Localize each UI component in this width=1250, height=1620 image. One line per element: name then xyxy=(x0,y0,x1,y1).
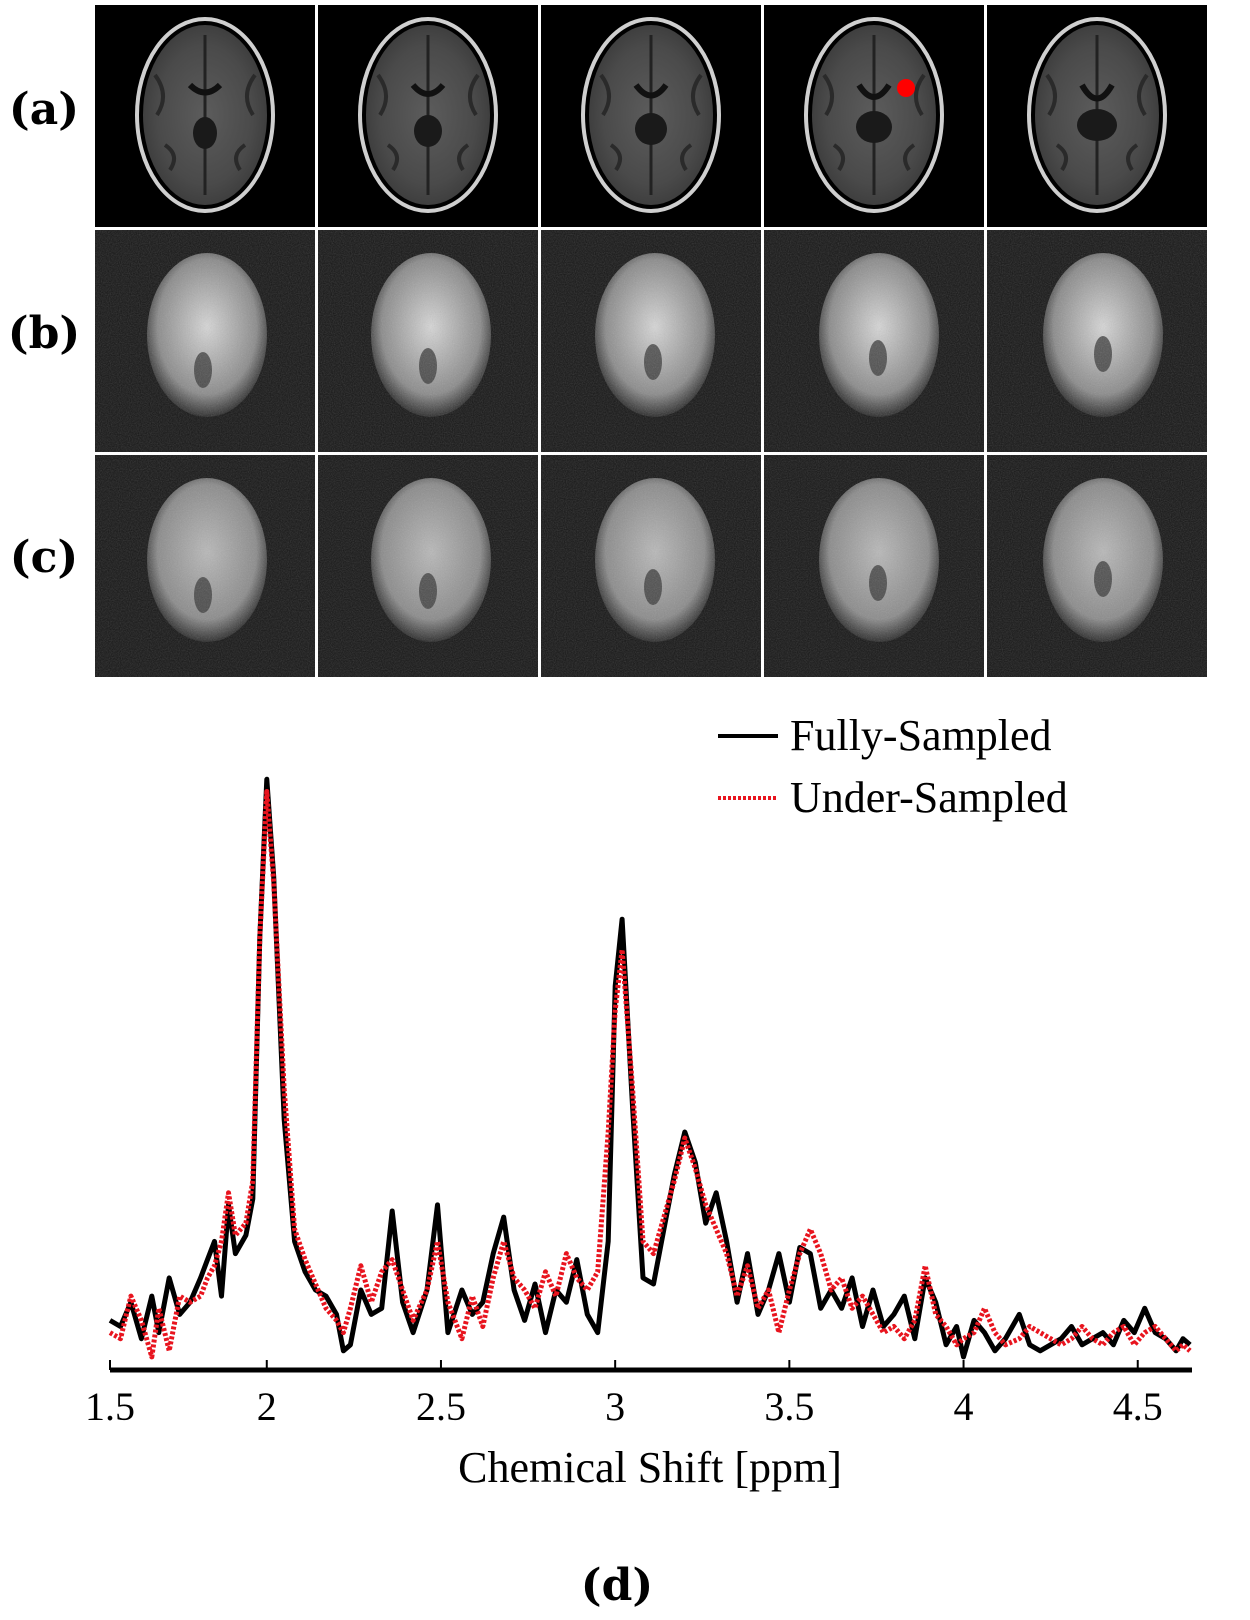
row-label-b: (b) xyxy=(7,308,81,359)
brain-slice-fully-sampled-map-5 xyxy=(987,230,1207,452)
legend: Fully-Sampled Under-Sampled xyxy=(718,711,1068,822)
brain-slice-fully-sampled-map-3 xyxy=(541,230,761,452)
x-tick-label: 2 xyxy=(257,1384,277,1429)
brain-slice-fully-sampled-map-1 xyxy=(95,230,315,452)
x-tick-label: 4 xyxy=(954,1384,974,1429)
panel-label-d: (d) xyxy=(581,1560,653,1611)
brain-slice-under-sampled-map-4 xyxy=(764,455,984,677)
brain-slice-under-sampled-map-3 xyxy=(541,455,761,677)
x-tick-label: 4.5 xyxy=(1113,1384,1163,1429)
brain-slice-anatomical-1 xyxy=(95,5,315,227)
brain-slice-anatomical-5 xyxy=(987,5,1207,227)
x-tick-label: 2.5 xyxy=(416,1384,466,1429)
brain-slice-anatomical-4 xyxy=(764,5,984,227)
x-axis-title: Chemical Shift [ppm] xyxy=(458,1443,842,1492)
voxel-marker xyxy=(897,79,915,97)
brain-slice-anatomical-3 xyxy=(541,5,761,227)
x-tick-label: 3 xyxy=(605,1384,625,1429)
spectrum-chart: 1.5 2 2.5 3 3.5 4 4.5 Chemical Shift [ppm] Ful… xyxy=(85,711,1192,1611)
brain-slice-fully-sampled-map-2 xyxy=(318,230,538,452)
legend-label-fully-sampled: Fully-Sampled xyxy=(790,711,1052,760)
row-label-a: (a) xyxy=(8,84,80,135)
brain-slice-under-sampled-map-2 xyxy=(318,455,538,677)
plot-lines xyxy=(108,776,1192,1360)
brain-slice-fully-sampled-map-4 xyxy=(764,230,984,452)
brain-slice-anatomical-2 xyxy=(318,5,538,227)
brain-slice-under-sampled-map-5 xyxy=(987,455,1207,677)
x-tick-label: 1.5 xyxy=(85,1384,135,1429)
brain-slice-under-sampled-map-1 xyxy=(95,455,315,677)
x-ticks: 1.5 2 2.5 3 3.5 4 4.5 xyxy=(85,1360,1163,1429)
legend-label-under-sampled: Under-Sampled xyxy=(790,773,1068,822)
row-label-c: (c) xyxy=(9,532,79,583)
series-line-under-sampled xyxy=(108,789,1192,1360)
x-tick-label: 3.5 xyxy=(764,1384,814,1429)
